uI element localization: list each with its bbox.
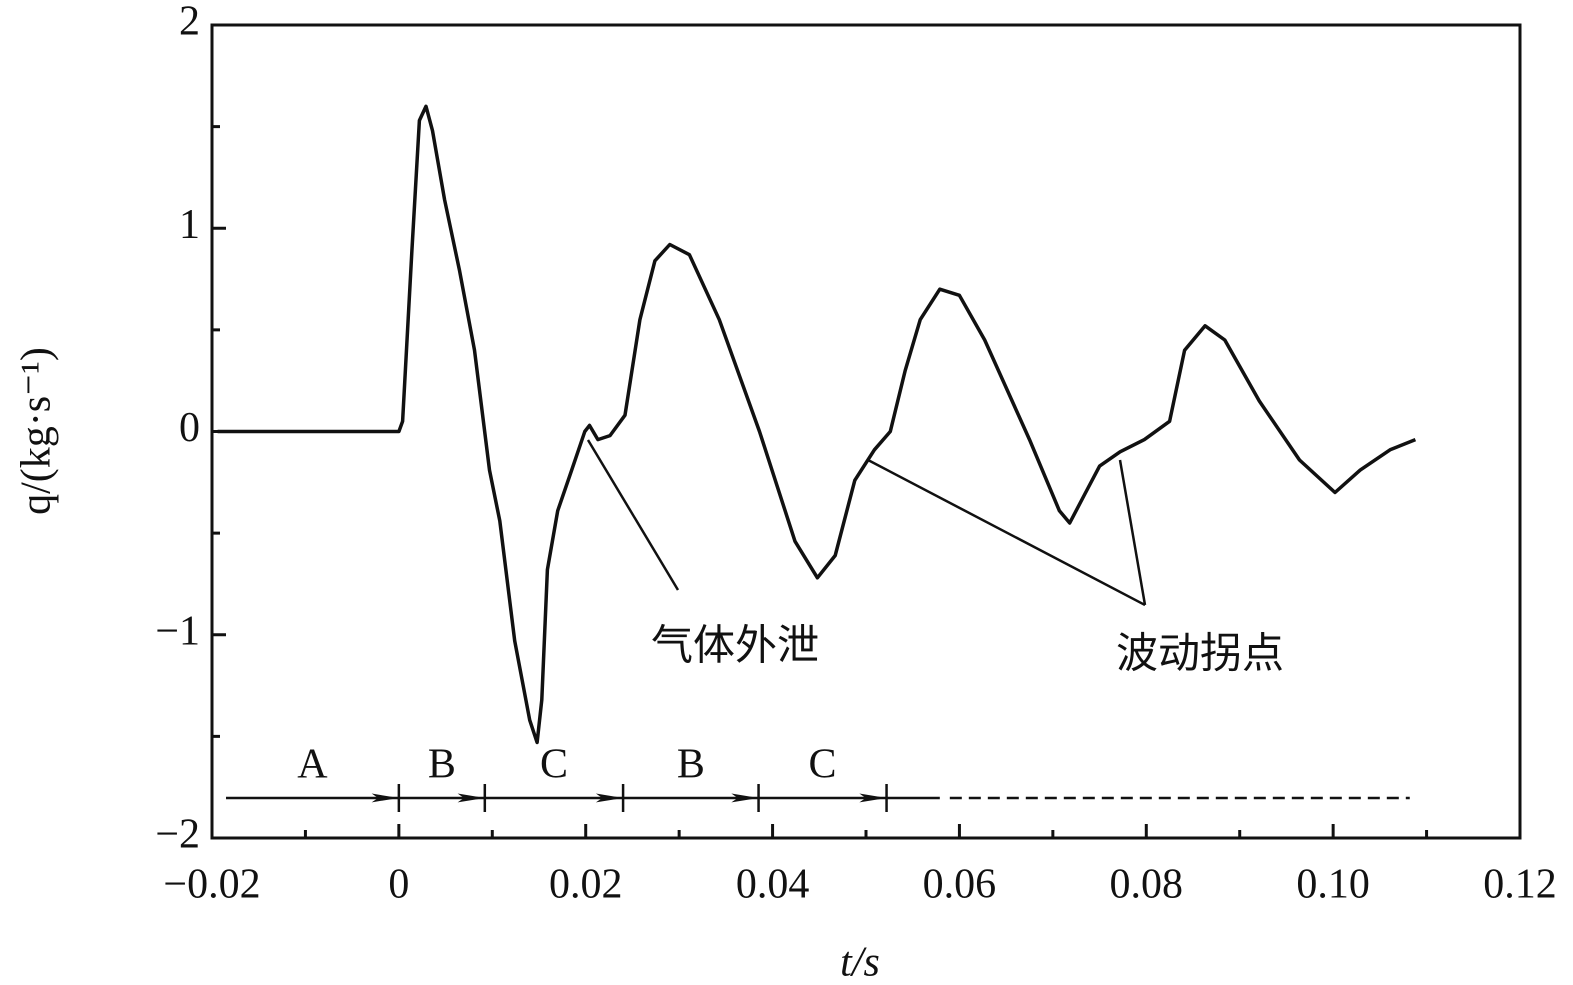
phase-label: C (809, 742, 837, 788)
phase-label: B (677, 742, 705, 788)
annotation-pointer (1118, 459, 1147, 606)
x-tick-label: 0.08 (1110, 862, 1184, 908)
x-tick-label: −0.02 (163, 862, 260, 908)
y-axis-label: q/(kg·s⁻¹) (14, 347, 60, 515)
annotation-pointer (586, 439, 680, 591)
annotation: 气体外泄 (651, 624, 819, 670)
phase-label: C (540, 742, 568, 788)
y-tick-label: −1 (155, 608, 200, 654)
annotation: 波动拐点 (1116, 632, 1284, 678)
data-line (217, 104, 1417, 745)
x-tick-label: 0.04 (736, 862, 810, 908)
phase-label: A (297, 742, 328, 788)
x-tick-label: 0.12 (1483, 862, 1557, 908)
plot-frame (210, 23, 1522, 840)
y-tick-label: 1 (179, 202, 200, 248)
y-tick-label: 0 (179, 405, 200, 451)
x-tick-label: 0.02 (549, 862, 623, 908)
y-tick-label: 2 (179, 0, 200, 45)
phase-label: B (428, 742, 456, 788)
x-tick-label: 0.06 (923, 862, 997, 908)
annotation-pointer (867, 458, 1146, 607)
x-tick-label: 0.10 (1296, 862, 1370, 908)
x-axis-label: t/s (840, 940, 880, 985)
y-tick-label: −2 (155, 812, 200, 858)
x-tick-label: 0 (388, 862, 409, 908)
